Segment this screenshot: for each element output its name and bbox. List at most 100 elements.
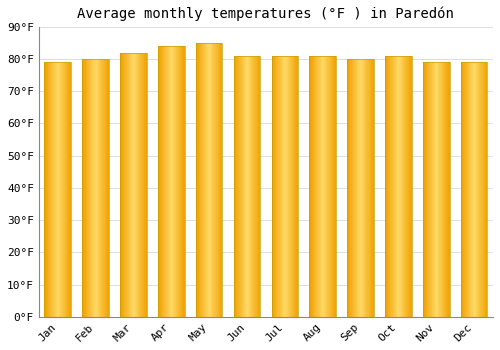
Bar bbox=[367, 59, 368, 317]
Bar bbox=[86, 59, 87, 317]
Bar bbox=[404, 56, 405, 317]
Bar bbox=[216, 43, 217, 317]
Bar bbox=[464, 62, 465, 317]
Bar bbox=[182, 46, 183, 317]
Bar bbox=[357, 59, 358, 317]
Bar bbox=[288, 56, 289, 317]
Bar bbox=[244, 56, 245, 317]
Bar bbox=[183, 46, 184, 317]
Bar bbox=[469, 62, 470, 317]
Bar bbox=[252, 56, 253, 317]
Bar bbox=[370, 59, 371, 317]
Bar bbox=[164, 46, 165, 317]
Bar bbox=[393, 56, 394, 317]
Bar bbox=[259, 56, 260, 317]
Bar bbox=[207, 43, 208, 317]
Bar bbox=[410, 56, 411, 317]
Bar bbox=[44, 62, 71, 317]
Bar bbox=[127, 52, 128, 317]
Bar bbox=[326, 56, 327, 317]
Bar bbox=[279, 56, 280, 317]
Bar bbox=[348, 59, 374, 317]
Bar bbox=[103, 59, 104, 317]
Bar bbox=[424, 62, 425, 317]
Bar bbox=[135, 52, 136, 317]
Bar bbox=[242, 56, 243, 317]
Bar bbox=[272, 56, 298, 317]
Bar bbox=[92, 59, 93, 317]
Bar bbox=[474, 62, 475, 317]
Bar bbox=[257, 56, 258, 317]
Bar bbox=[220, 43, 221, 317]
Bar bbox=[52, 62, 53, 317]
Bar bbox=[196, 43, 222, 317]
Bar bbox=[360, 59, 361, 317]
Bar bbox=[237, 56, 238, 317]
Bar bbox=[325, 56, 326, 317]
Bar bbox=[168, 46, 169, 317]
Bar bbox=[320, 56, 321, 317]
Bar bbox=[93, 59, 94, 317]
Bar bbox=[165, 46, 166, 317]
Bar bbox=[142, 52, 143, 317]
Bar bbox=[350, 59, 351, 317]
Bar bbox=[166, 46, 167, 317]
Bar bbox=[482, 62, 483, 317]
Bar bbox=[137, 52, 138, 317]
Bar bbox=[141, 52, 142, 317]
Bar bbox=[138, 52, 140, 317]
Bar bbox=[278, 56, 279, 317]
Bar bbox=[172, 46, 173, 317]
Bar bbox=[120, 52, 146, 317]
Bar bbox=[274, 56, 275, 317]
Bar bbox=[44, 62, 45, 317]
Bar bbox=[398, 56, 399, 317]
Bar bbox=[311, 56, 312, 317]
Bar bbox=[385, 56, 386, 317]
Bar bbox=[87, 59, 88, 317]
Bar bbox=[120, 52, 122, 317]
Bar bbox=[483, 62, 484, 317]
Bar bbox=[158, 46, 159, 317]
Bar bbox=[425, 62, 426, 317]
Bar bbox=[470, 62, 471, 317]
Bar bbox=[319, 56, 320, 317]
Bar bbox=[475, 62, 476, 317]
Bar bbox=[83, 59, 84, 317]
Bar bbox=[352, 59, 353, 317]
Bar bbox=[122, 52, 123, 317]
Bar bbox=[293, 56, 294, 317]
Bar bbox=[368, 59, 369, 317]
Bar bbox=[313, 56, 314, 317]
Bar bbox=[461, 62, 487, 317]
Bar bbox=[102, 59, 103, 317]
Bar bbox=[53, 62, 54, 317]
Bar bbox=[405, 56, 406, 317]
Bar bbox=[272, 56, 273, 317]
Bar bbox=[85, 59, 86, 317]
Bar bbox=[385, 56, 411, 317]
Bar bbox=[173, 46, 174, 317]
Bar bbox=[348, 59, 349, 317]
Bar bbox=[354, 59, 356, 317]
Bar bbox=[129, 52, 130, 317]
Bar bbox=[179, 46, 180, 317]
Bar bbox=[277, 56, 278, 317]
Bar bbox=[132, 52, 133, 317]
Bar bbox=[423, 62, 424, 317]
Bar bbox=[234, 56, 235, 317]
Bar bbox=[387, 56, 388, 317]
Bar bbox=[61, 62, 62, 317]
Bar bbox=[444, 62, 445, 317]
Bar bbox=[131, 52, 132, 317]
Bar bbox=[408, 56, 409, 317]
Bar bbox=[82, 59, 109, 317]
Bar bbox=[208, 43, 209, 317]
Bar bbox=[215, 43, 216, 317]
Bar bbox=[437, 62, 438, 317]
Bar bbox=[287, 56, 288, 317]
Bar bbox=[158, 46, 184, 317]
Bar bbox=[234, 56, 260, 317]
Bar bbox=[446, 62, 447, 317]
Bar bbox=[433, 62, 434, 317]
